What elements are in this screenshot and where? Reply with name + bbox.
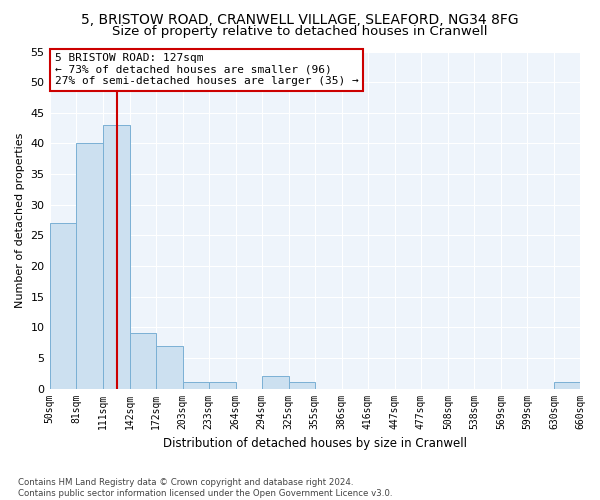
Bar <box>209 382 236 388</box>
Bar <box>50 223 76 388</box>
Bar <box>262 376 289 388</box>
Bar <box>76 144 103 388</box>
Bar <box>155 346 182 389</box>
Bar <box>103 125 130 388</box>
Y-axis label: Number of detached properties: Number of detached properties <box>15 132 25 308</box>
Text: Size of property relative to detached houses in Cranwell: Size of property relative to detached ho… <box>112 25 488 38</box>
Bar <box>182 382 209 388</box>
Bar <box>554 382 580 388</box>
Text: Contains HM Land Registry data © Crown copyright and database right 2024.
Contai: Contains HM Land Registry data © Crown c… <box>18 478 392 498</box>
Text: 5 BRISTOW ROAD: 127sqm
← 73% of detached houses are smaller (96)
27% of semi-det: 5 BRISTOW ROAD: 127sqm ← 73% of detached… <box>55 53 359 86</box>
Bar <box>130 334 155 388</box>
X-axis label: Distribution of detached houses by size in Cranwell: Distribution of detached houses by size … <box>163 437 467 450</box>
Bar <box>289 382 315 388</box>
Text: 5, BRISTOW ROAD, CRANWELL VILLAGE, SLEAFORD, NG34 8FG: 5, BRISTOW ROAD, CRANWELL VILLAGE, SLEAF… <box>81 12 519 26</box>
